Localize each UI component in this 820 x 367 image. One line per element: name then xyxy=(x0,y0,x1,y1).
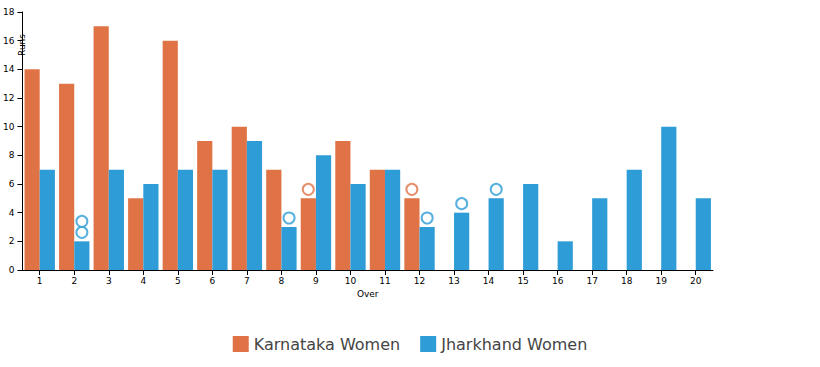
svg-text:2: 2 xyxy=(9,236,15,246)
svg-text:3: 3 xyxy=(106,276,112,286)
svg-text:2: 2 xyxy=(71,276,77,286)
svg-text:5: 5 xyxy=(175,276,181,286)
svg-text:11: 11 xyxy=(379,276,390,286)
svg-text:18: 18 xyxy=(621,276,633,286)
svg-text:Over: Over xyxy=(357,289,379,299)
svg-text:9: 9 xyxy=(313,276,319,286)
svg-text:12: 12 xyxy=(414,276,425,286)
svg-text:12: 12 xyxy=(3,93,14,103)
svg-text:4: 4 xyxy=(9,208,15,218)
svg-text:14: 14 xyxy=(3,64,15,74)
svg-text:15: 15 xyxy=(517,276,528,286)
svg-text:20: 20 xyxy=(690,276,702,286)
svg-text:6: 6 xyxy=(9,179,15,189)
svg-text:0: 0 xyxy=(9,265,15,275)
svg-text:17: 17 xyxy=(586,276,597,286)
svg-text:7: 7 xyxy=(244,276,250,286)
svg-text:8: 8 xyxy=(279,276,285,286)
svg-text:13: 13 xyxy=(448,276,459,286)
svg-text:Runs: Runs xyxy=(17,34,28,56)
svg-text:6: 6 xyxy=(209,276,215,286)
svg-text:16: 16 xyxy=(552,276,564,286)
svg-text:16: 16 xyxy=(3,36,15,46)
svg-text:8: 8 xyxy=(9,150,15,160)
svg-text:18: 18 xyxy=(3,7,15,17)
svg-text:Jharkhand Women: Jharkhand Women xyxy=(440,335,587,354)
svg-text:19: 19 xyxy=(655,276,667,286)
svg-text:1: 1 xyxy=(37,276,43,286)
svg-text:Karnataka Women: Karnataka Women xyxy=(254,335,400,354)
svg-text:4: 4 xyxy=(140,276,146,286)
svg-text:10: 10 xyxy=(345,276,357,286)
svg-text:10: 10 xyxy=(3,122,15,132)
svg-text:14: 14 xyxy=(483,276,495,286)
